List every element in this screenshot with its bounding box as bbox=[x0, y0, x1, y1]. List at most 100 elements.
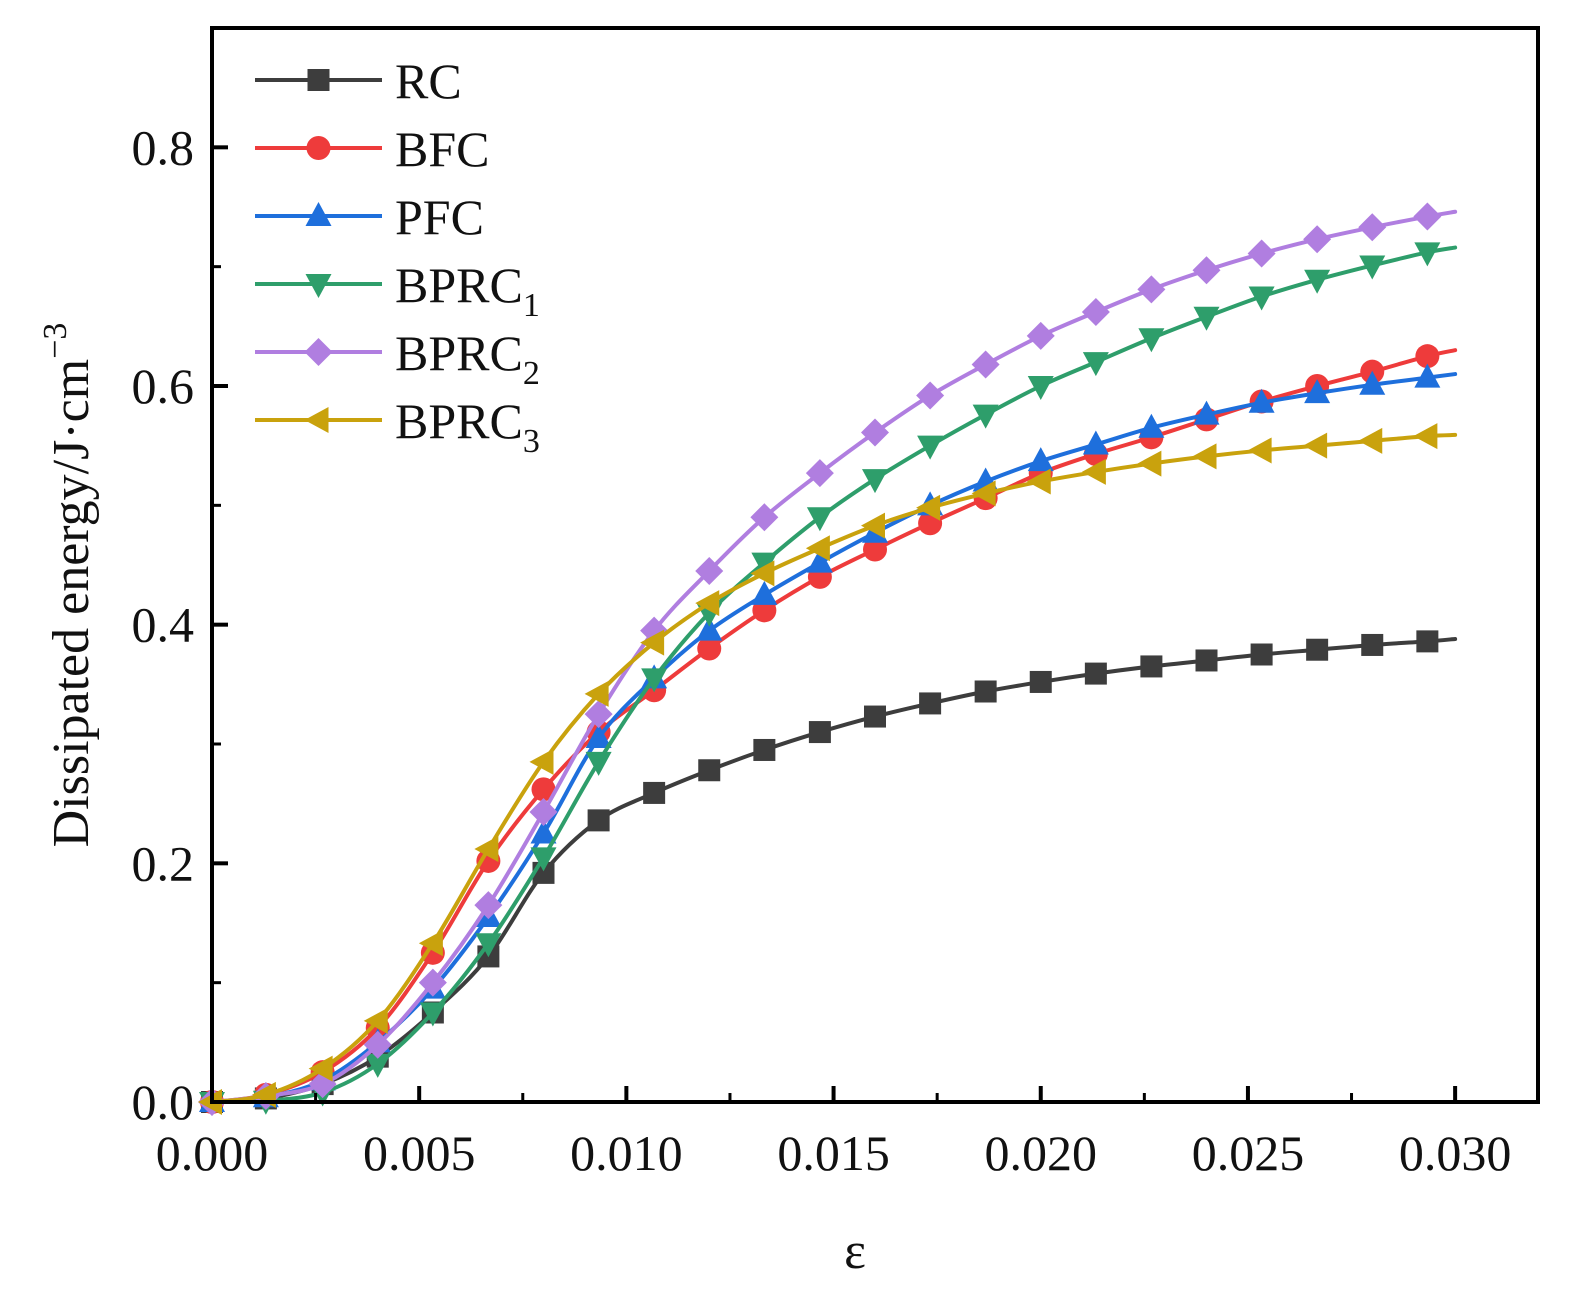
data-point-bprc2-4 bbox=[418, 968, 447, 997]
legend-label-name: BPRC bbox=[395, 393, 523, 449]
data-point-pfc-19 bbox=[1248, 388, 1275, 413]
data-point-bprc2-16 bbox=[1081, 298, 1110, 327]
data-point-bprc1-3 bbox=[364, 1053, 391, 1078]
data-point-pfc-7 bbox=[585, 724, 612, 749]
data-point-bprc2-15 bbox=[1026, 321, 1055, 350]
data-point-rc-20 bbox=[1306, 638, 1329, 661]
data-point-bprc2-10 bbox=[750, 503, 779, 532]
data-point-bprc1-13 bbox=[917, 435, 944, 460]
data-point-bfc-6 bbox=[531, 777, 556, 802]
legend-marker-rc bbox=[307, 69, 330, 91]
data-point-rc-13 bbox=[919, 692, 942, 715]
data-point-bprc1-20 bbox=[1304, 269, 1331, 294]
legend-label-rc: RC bbox=[395, 53, 462, 109]
data-point-pfc-9 bbox=[696, 616, 723, 641]
data-point-bprc3-11 bbox=[805, 535, 830, 562]
data-point-bprc1-5 bbox=[475, 933, 502, 958]
data-point-bprc3-14 bbox=[971, 480, 996, 507]
series-layer bbox=[198, 202, 1458, 1116]
series-bprc3 bbox=[198, 423, 1458, 1115]
data-point-bprc1-6 bbox=[530, 847, 557, 872]
data-point-rc-12 bbox=[864, 705, 886, 728]
legend-marker-pfc bbox=[305, 202, 332, 226]
data-point-bprc2-17 bbox=[1137, 275, 1166, 304]
data-point-bprc3-18 bbox=[1192, 443, 1217, 470]
data-point-bprc3-10 bbox=[750, 560, 775, 587]
legend-label-pfc: PFC bbox=[395, 189, 484, 245]
data-point-bprc1-16 bbox=[1082, 352, 1109, 377]
data-point-bprc2-19 bbox=[1247, 239, 1276, 268]
data-point-bprc3-22 bbox=[1413, 423, 1438, 450]
data-point-rc-9 bbox=[698, 759, 721, 782]
y-tick-label: 0.4 bbox=[132, 597, 195, 653]
data-point-rc-18 bbox=[1195, 649, 1218, 672]
legend-label-bfc: BFC bbox=[395, 121, 490, 177]
data-point-pfc-15 bbox=[1027, 447, 1054, 472]
legend-label-bprc3: BPRC3 bbox=[395, 393, 540, 460]
data-point-rc-8 bbox=[643, 781, 666, 804]
data-point-bprc3-2 bbox=[308, 1055, 333, 1082]
legend-label-name: PFC bbox=[395, 189, 484, 245]
data-point-bprc2-21 bbox=[1358, 213, 1387, 242]
data-point-bprc3-7 bbox=[584, 680, 609, 707]
x-tick-label: 0.025 bbox=[1192, 1125, 1305, 1181]
data-point-bprc1-12 bbox=[862, 469, 888, 494]
data-point-bprc1-18 bbox=[1193, 306, 1220, 331]
legend-label-name: BPRC bbox=[395, 257, 523, 313]
data-point-bprc3-15 bbox=[1026, 468, 1051, 495]
data-point-bprc2-14 bbox=[971, 350, 1000, 379]
data-point-pfc-6 bbox=[530, 819, 557, 844]
x-tick-label: 0.010 bbox=[570, 1125, 683, 1181]
data-point-pfc-20 bbox=[1304, 379, 1331, 404]
data-point-bprc3-9 bbox=[695, 590, 720, 617]
legend-marker-bprc1 bbox=[305, 274, 332, 298]
y-axis-label: Dissipated energy/J·cm−3 bbox=[37, 323, 100, 848]
data-point-rc-19 bbox=[1250, 643, 1273, 666]
data-point-bprc3-21 bbox=[1358, 427, 1383, 454]
legend-marker-bprc2 bbox=[304, 338, 333, 366]
data-point-rc-22 bbox=[1416, 630, 1439, 653]
data-point-rc-15 bbox=[1029, 670, 1052, 693]
legend-item-bprc3: BPRC3 bbox=[255, 393, 540, 460]
x-tick-label: 0.005 bbox=[363, 1125, 476, 1181]
legend-label-subscript: 1 bbox=[523, 287, 540, 324]
data-point-bprc1-4 bbox=[419, 1002, 446, 1027]
legend-item-pfc: PFC bbox=[255, 189, 484, 245]
data-point-pfc-21 bbox=[1359, 370, 1386, 395]
data-point-bprc2-5 bbox=[474, 891, 503, 920]
data-point-rc-14 bbox=[974, 680, 997, 703]
data-point-bprc2-13 bbox=[916, 381, 945, 410]
legend-label-bprc2: BPRC2 bbox=[395, 325, 540, 392]
data-point-bprc2-11 bbox=[805, 459, 834, 488]
data-point-bfc-9 bbox=[697, 636, 722, 661]
data-point-bprc1-7 bbox=[585, 751, 612, 776]
legend-label-subscript: 3 bbox=[523, 423, 540, 460]
data-point-pfc-17 bbox=[1138, 413, 1165, 438]
data-point-bprc1-14 bbox=[972, 404, 999, 429]
data-point-rc-21 bbox=[1361, 633, 1384, 656]
legend-label-subscript: 2 bbox=[523, 355, 540, 392]
data-point-rc-10 bbox=[753, 738, 776, 761]
data-point-bprc2-9 bbox=[695, 556, 724, 585]
data-point-bprc3-3 bbox=[363, 1007, 388, 1034]
data-point-bprc3-6 bbox=[529, 748, 554, 775]
data-point-bprc2-6 bbox=[529, 798, 558, 827]
data-point-pfc-11 bbox=[806, 548, 833, 573]
data-point-rc-17 bbox=[1140, 655, 1163, 678]
legend-item-bprc2: BPRC2 bbox=[255, 325, 540, 392]
data-point-bprc3-5 bbox=[474, 836, 499, 863]
legend-marker-bfc bbox=[306, 136, 331, 160]
data-point-bprc1-8 bbox=[641, 668, 668, 693]
data-point-bprc1-19 bbox=[1248, 286, 1275, 311]
data-point-pfc-16 bbox=[1082, 430, 1109, 455]
data-point-bprc2-20 bbox=[1303, 225, 1332, 254]
legend-marker-bprc3 bbox=[304, 407, 329, 433]
data-point-bprc3-12 bbox=[861, 512, 885, 539]
legend-label-name: BPRC bbox=[395, 325, 523, 381]
data-point-bprc2-7 bbox=[584, 700, 613, 729]
data-point-pfc-18 bbox=[1193, 400, 1220, 425]
x-tick-label: 0.030 bbox=[1399, 1125, 1512, 1181]
data-point-bprc3-13 bbox=[916, 494, 941, 521]
